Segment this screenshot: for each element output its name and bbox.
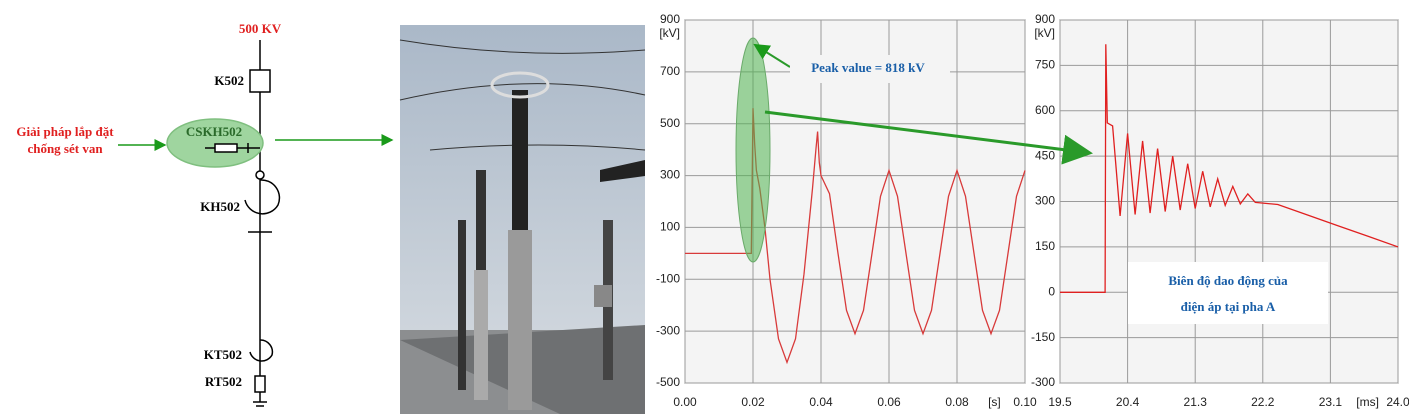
y-tick-label: -100 [656,271,680,285]
y-tick-label: 0 [1048,284,1055,298]
y-tick-label: 900 [660,12,680,26]
y-tick-label: 700 [660,64,680,78]
breaker-label: K502 [214,73,244,88]
x-tick-label: 0.04 [809,395,833,409]
transformer-label: KT502 [204,347,242,362]
y-tick-label: 750 [1035,58,1055,72]
y-tick-label: 500 [660,116,680,130]
annotation: điện áp tại pha A [1181,299,1276,314]
y-tick-label: 900 [1035,12,1055,26]
x-tick-label: 0.06 [877,395,901,409]
note-line: Giải pháp lắp đặt [16,124,114,139]
y-tick-label: 150 [1035,239,1055,253]
x-tick-label: 24.0 [1386,395,1409,409]
arrow [764,110,1093,165]
annotation: Peak value = 818 kV [811,60,925,75]
annotation-box [1128,262,1328,324]
resistor-label: RT502 [205,374,242,389]
y-tick-label: -500 [656,375,680,389]
highlight-ellipse [735,37,771,263]
x-tick-label: 0.08 [945,395,969,409]
annotation-box [790,55,950,83]
arrow [753,43,791,68]
y-tick-label: -150 [1031,330,1055,344]
y-tick-label: 300 [660,168,680,182]
single-line-diagram [166,40,281,407]
x-tick-label: 21.3 [1184,395,1208,409]
x-tick-label: 0.02 [741,395,765,409]
note-line: chống sét van [27,141,103,156]
y-tick-label: -300 [656,323,680,337]
y-tick-label: 450 [1035,148,1055,162]
y-unit: [kV] [659,26,680,40]
x-tick-label: 0.00 [673,395,697,409]
x-tick-label: 20.4 [1116,395,1140,409]
y-tick-label: -300 [1031,375,1055,389]
x-unit: [s] [988,395,1001,409]
annotation: Biên độ dao động của [1168,273,1288,288]
y-tick-label: 300 [1035,194,1055,208]
y-unit: [kV] [1034,26,1055,40]
x-tick-label: 19.5 [1048,395,1072,409]
y-tick-label: 100 [660,220,680,234]
x-tick-label: 23.1 [1319,395,1343,409]
x-tick-label: 22.2 [1251,395,1275,409]
y-tick-label: 600 [1035,103,1055,117]
data-line [1060,44,1399,293]
data-line [685,108,1026,365]
arrester-label: CSKH502 [186,124,242,139]
source-label: 500 KV [239,21,282,36]
x-unit: [ms] [1356,395,1379,409]
switch-label: KH502 [200,199,240,214]
substation-photo [399,25,646,414]
charts: -500 -300 -100 100 300 500 700 900 0.00 0.02 0.04 0… [656,12,1409,409]
x-tick-label: 0.10 [1013,395,1037,409]
